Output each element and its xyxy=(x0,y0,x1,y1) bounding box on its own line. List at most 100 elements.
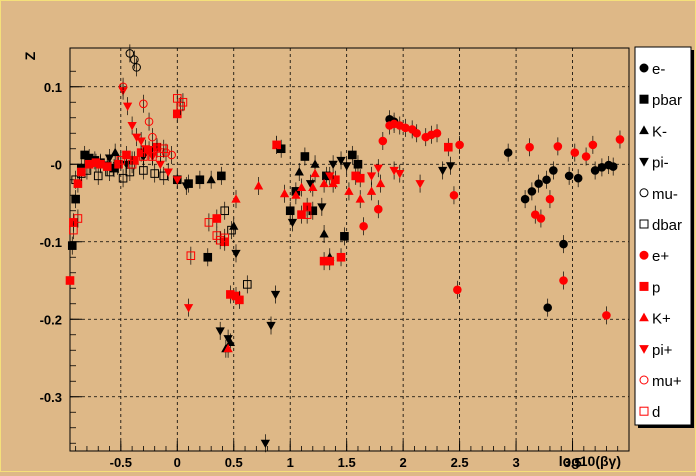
data-point-pbar xyxy=(300,152,310,161)
data-point-d xyxy=(302,210,312,219)
data-point-d xyxy=(204,218,214,227)
data-point-d xyxy=(139,152,148,161)
data-point-e+ xyxy=(570,148,580,157)
data-point-pbar xyxy=(348,150,357,160)
data-point-pi+ xyxy=(415,180,425,189)
data-point-K+ xyxy=(308,182,318,192)
data-point-pi- xyxy=(328,160,338,170)
data-point-e- xyxy=(543,303,552,312)
legend-label: pi- xyxy=(652,155,669,172)
data-point-mu+ xyxy=(139,99,148,109)
data-point-pi- xyxy=(231,249,241,259)
data-point-K+ xyxy=(344,186,354,195)
x-tick-label: 2.5 xyxy=(451,455,469,470)
data-point-d xyxy=(116,156,126,165)
data-point-d xyxy=(73,214,83,223)
legend-marker-pi+ xyxy=(639,345,649,354)
data-point-dbar xyxy=(139,166,148,175)
y-tick-label: -0.3 xyxy=(40,390,62,405)
data-point-pi- xyxy=(317,203,327,212)
data-point-K+ xyxy=(319,178,329,188)
data-point-dbar xyxy=(227,225,236,235)
data-point-mu- xyxy=(125,49,135,58)
data-point-p xyxy=(73,179,83,188)
data-point-pi+ xyxy=(366,172,377,181)
data-point-e+ xyxy=(581,152,591,161)
data-point-pi- xyxy=(266,321,276,331)
data-point-e+ xyxy=(602,311,611,320)
data-point-K+ xyxy=(310,168,320,178)
legend-box xyxy=(634,46,692,426)
data-point-pi+ xyxy=(136,137,146,146)
data-point-p xyxy=(172,109,182,119)
data-point-mu- xyxy=(130,55,139,64)
data-point-e- xyxy=(559,239,568,249)
data-point-pi+ xyxy=(172,176,182,185)
data-point-p xyxy=(102,162,112,171)
data-point-e- xyxy=(542,175,551,185)
data-point-K- xyxy=(110,147,120,157)
data-point-pbar xyxy=(71,194,80,204)
data-point-p xyxy=(336,252,346,262)
x-tick-label: 3 xyxy=(512,455,519,470)
data-point-K- xyxy=(319,229,329,238)
data-point-pi- xyxy=(336,156,346,166)
data-point-pbar xyxy=(285,206,295,216)
legend-marker-e- xyxy=(639,63,649,73)
legend-marker-mu- xyxy=(639,188,649,198)
x-tick-label: 3.5 xyxy=(563,455,581,470)
data-point-K+ xyxy=(355,194,365,203)
data-point-p xyxy=(235,295,244,305)
data-point-e- xyxy=(573,173,583,183)
data-point-e- xyxy=(608,162,618,171)
x-tick-label: 1.5 xyxy=(338,455,356,470)
legend-label: mu- xyxy=(652,186,678,203)
legend-marker-mu+ xyxy=(639,375,649,385)
x-tick-label: 0.5 xyxy=(225,455,243,470)
data-point-pi- xyxy=(287,218,298,228)
legend-label: pi+ xyxy=(652,342,673,359)
data-point-d xyxy=(215,235,225,245)
legend-label: K- xyxy=(652,123,667,140)
y-tick-label: 0.1 xyxy=(44,80,62,95)
data-point-K+ xyxy=(231,194,241,203)
data-point-dbar xyxy=(159,171,169,181)
data-point-K+ xyxy=(279,188,290,198)
legend: e-pbar K-pi-mu-dbar e+ p K+ pi+ mu+ d xyxy=(634,46,694,428)
legend-label: pbar xyxy=(652,92,682,109)
y-tick-label: -0.1 xyxy=(40,235,62,250)
legend-label: K+ xyxy=(652,311,671,328)
legend-marker-pbar xyxy=(639,94,649,104)
data-point-pi+ xyxy=(141,145,151,154)
data-point-dbar xyxy=(220,206,230,216)
data-point-p xyxy=(212,214,222,223)
data-point-pi+ xyxy=(325,172,335,181)
data-point-dbar xyxy=(242,280,252,289)
legend-label: e- xyxy=(652,61,665,78)
data-point-e+ xyxy=(525,142,534,152)
data-point-e+ xyxy=(412,128,421,138)
data-point-d xyxy=(220,233,230,243)
plot-area xyxy=(69,47,630,452)
axis-ticks: -0.5 0 0.5 1 1.5 2 2.5 3 3.5 0.1 -0 -0.1 -0.2 -0.3 xyxy=(40,70,619,470)
data-point-p xyxy=(76,167,86,177)
y-tick-label: -0 xyxy=(50,157,62,172)
data-point-K- xyxy=(206,174,216,184)
data-point-e- xyxy=(527,187,537,196)
data-point-dbar xyxy=(150,169,159,178)
data-point-d xyxy=(69,225,78,235)
data-point-dbar xyxy=(118,173,128,183)
data-point-K+ xyxy=(366,186,377,195)
x-tick-label: 1 xyxy=(287,455,294,470)
data-point-mu+ xyxy=(118,82,128,92)
legend-label: d xyxy=(652,404,660,421)
data-point-e+ xyxy=(615,135,625,144)
data-points xyxy=(65,44,625,453)
data-point-d xyxy=(127,159,137,169)
data-point-e+ xyxy=(359,221,368,231)
data-point-pbar xyxy=(340,232,349,241)
data-point-e+ xyxy=(373,204,383,214)
data-point-e- xyxy=(534,179,543,188)
data-point-pi+ xyxy=(122,102,133,111)
y-axis-label: Z xyxy=(22,51,38,60)
